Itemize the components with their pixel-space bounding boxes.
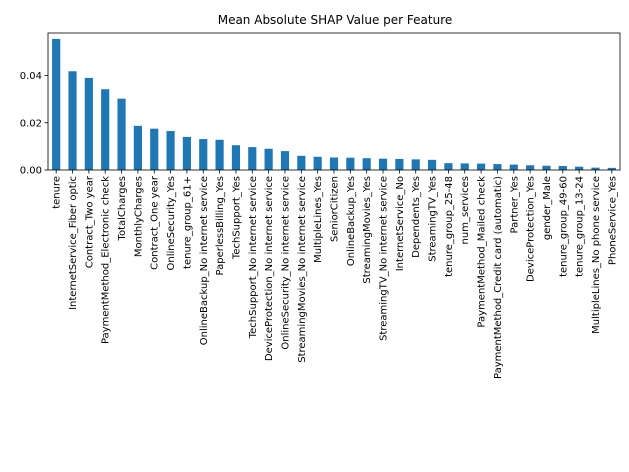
bar-4 [117, 98, 126, 170]
x-tick-label-9: OnlineBackup_No internet service [199, 176, 210, 345]
x-tick-label-6: Contract_One year [150, 175, 161, 270]
bar-10 [215, 139, 224, 170]
x-tick-label-26: PaymentMethod_Mailed check [477, 176, 488, 328]
x-tick-label-21: InternetService_No [395, 176, 406, 271]
y-axis-ticks: 0.00 0.02 0.04 [20, 71, 48, 177]
x-tick-label-10: PaperlessBilling_Yes [215, 176, 226, 275]
x-tick-label-18: OnlineBackup_Yes [346, 176, 357, 266]
x-tick-label-13: DeviceProtection_No internet service [264, 176, 275, 361]
bar-18 [346, 157, 355, 170]
bar-5 [133, 125, 142, 170]
bar-20 [378, 158, 388, 170]
x-tick-label-19: StreamingMovies_Yes [362, 176, 373, 284]
x-tick-label-7: OnlineSecurity_Yes [166, 176, 177, 270]
x-tick-label-32: tenure_group_13-24 [575, 176, 586, 277]
x-tick-label-30: gender_Male [542, 176, 553, 240]
bar-26 [477, 163, 486, 170]
bar-29 [526, 165, 535, 170]
bar-14 [280, 151, 290, 170]
bar-11 [231, 145, 241, 170]
bar-33 [591, 167, 600, 170]
x-tick-label-14: OnlineSecurity_No internet service [280, 176, 291, 350]
bar-2 [84, 77, 93, 170]
x-tick-label-20: StreamingTV_No internet service [379, 176, 390, 341]
bar-13 [264, 148, 273, 170]
x-axis-ticks: tenure InternetService_Fiber optic Contrac… [52, 170, 618, 379]
x-tick-label-4: TotalCharges [117, 176, 128, 241]
bar-25 [460, 163, 469, 170]
bar-15 [297, 155, 306, 170]
x-tick-label-5: MonthlyCharges [133, 176, 144, 257]
bar-9 [199, 139, 208, 170]
bar-7 [166, 131, 175, 170]
bar-6 [150, 128, 159, 170]
x-tick-label-16: MultipleLines_Yes [313, 176, 324, 263]
x-tick-label-23: StreamingTV_Yes [428, 176, 439, 262]
bar-34 [607, 167, 616, 170]
y-tick-label-0: 0.00 [20, 166, 42, 177]
bar-27 [493, 164, 502, 170]
x-tick-label-8: tenure_group_61+ [182, 176, 193, 269]
chart-title: Mean Absolute SHAP Value per Feature [218, 13, 453, 27]
bar-0 [52, 38, 61, 170]
x-tick-label-15: StreamingMovies_No internet service [297, 176, 308, 363]
bar-23 [427, 159, 437, 170]
x-tick-label-28: Partner_Yes [509, 176, 520, 234]
x-tick-label-34: PhoneService_Yes [607, 176, 618, 265]
bar-17 [329, 157, 339, 170]
x-tick-label-33: MultipleLines_No phone service [591, 176, 602, 334]
bar-24 [444, 163, 453, 170]
x-tick-label-27: PaymentMethod_Credit card (automatic) [493, 176, 504, 379]
x-tick-label-12: TechSupport_No internet service [248, 176, 259, 339]
bar-32 [575, 166, 584, 170]
x-tick-label-2: Contract_Two year [84, 175, 95, 268]
x-tick-label-25: num_services [460, 176, 471, 244]
x-tick-label-29: DeviceProtection_Yes [526, 176, 537, 282]
bar-1 [68, 71, 77, 170]
bar-30 [542, 165, 551, 170]
bar-31 [558, 165, 567, 170]
x-tick-label-31: tenure_group_49-60 [558, 176, 569, 277]
bar-8 [182, 136, 191, 170]
x-tick-label-1: InternetService_Fiber optic [68, 176, 79, 310]
x-tick-label-17: SeniorCitizen [330, 176, 341, 242]
bar-16 [313, 156, 322, 170]
bar-21 [395, 158, 404, 170]
y-tick-label-2: 0.04 [20, 71, 42, 82]
bars-layer [52, 38, 616, 170]
bar-12 [248, 147, 257, 170]
y-tick-label-1: 0.02 [20, 118, 42, 129]
bar-19 [362, 158, 371, 170]
x-tick-label-3: PaymentMethod_Electronic check [101, 176, 112, 344]
x-tick-label-24: tenure_group_25-48 [444, 176, 455, 277]
bar-28 [509, 164, 518, 170]
x-tick-label-0: tenure [52, 176, 63, 209]
bar-3 [101, 89, 110, 170]
bar-22 [411, 159, 420, 170]
x-tick-label-22: Dependents_Yes [411, 176, 422, 258]
x-tick-label-11: TechSupport_Yes [231, 176, 242, 260]
